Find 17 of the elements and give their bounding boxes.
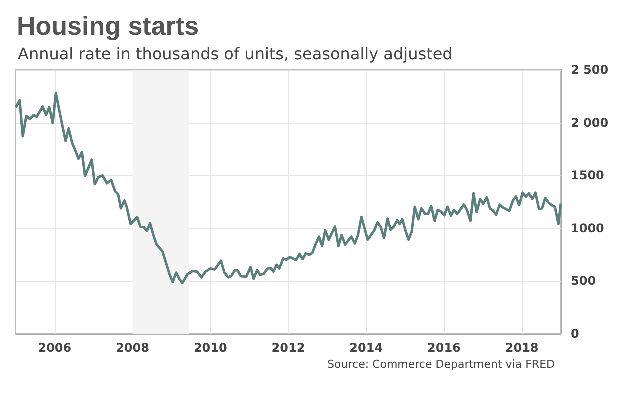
x-tick-label: 2010 — [194, 341, 228, 355]
source-note: Source: Commerce Department via FRED — [328, 358, 556, 371]
line-series — [14, 92, 562, 284]
y-tick-label: 1500 — [571, 168, 604, 183]
x-tick-label: 2012 — [272, 341, 306, 355]
x-tick-label: 2016 — [428, 341, 461, 355]
x-tick-label: 2014 — [350, 341, 384, 355]
chart-title: Housing starts — [17, 11, 200, 41]
chart-subtitle: Annual rate in thousands of units, seasonally adjusted — [18, 44, 453, 64]
y-tick-label: 2 500 — [571, 63, 609, 77]
x-tick-label: 2006 — [38, 341, 72, 355]
y-tick-label: 500 — [571, 274, 596, 288]
y-tick-label: 2 000 — [571, 116, 609, 130]
x-tick-label: 2018 — [505, 341, 539, 355]
y-tick-label: 1000 — [571, 221, 604, 236]
x-tick-label: 2008 — [116, 341, 150, 355]
y-tick-label: 0 — [571, 327, 580, 341]
